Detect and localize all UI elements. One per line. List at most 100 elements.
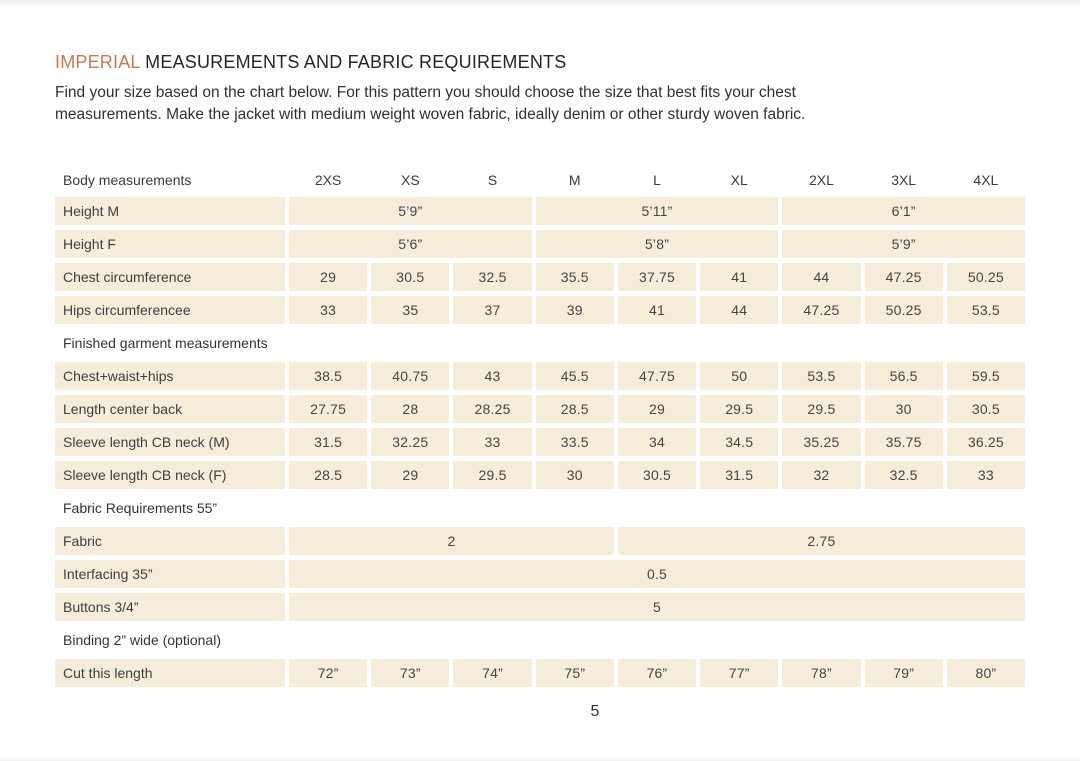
value-cell: 33 xyxy=(289,296,368,324)
value-cell: 37.75 xyxy=(617,263,697,291)
value-cell: 35.5 xyxy=(535,263,614,291)
value-cell: 35 xyxy=(371,296,450,324)
value-cell: 30 xyxy=(864,395,943,423)
intro-paragraph: Find your size based on the chart below.… xyxy=(55,82,1025,126)
page-title-accent: IMPERIAL xyxy=(55,52,140,72)
value-cell: 50.25 xyxy=(946,263,1025,291)
value-cell: 41 xyxy=(617,296,697,324)
value-cell: 47.25 xyxy=(782,296,861,324)
value-cell: 75” xyxy=(535,659,614,687)
row-label: Hips circumferencee xyxy=(55,296,285,324)
value-cell: 33 xyxy=(453,428,532,456)
row-label: Height F xyxy=(55,230,285,258)
value-cell: 32.5 xyxy=(864,461,943,489)
value-cell: 29.5 xyxy=(453,461,532,489)
row-label: Chest+waist+hips xyxy=(55,362,285,390)
intro-line-2: measurements. Make the jacket with mediu… xyxy=(55,106,806,123)
row-label: Chest circumference xyxy=(55,263,285,291)
value-cell: 5’8” xyxy=(535,230,779,258)
value-cell: 37 xyxy=(453,296,532,324)
value-cell: 5’9” xyxy=(289,197,532,225)
value-cell: 5 xyxy=(289,593,1025,621)
page-title: IMPERIAL MEASUREMENTS AND FABRIC REQUIRE… xyxy=(55,52,1025,73)
value-cell: 5’9” xyxy=(782,230,1025,258)
value-cell: 43 xyxy=(453,362,532,390)
row-label: Interfacing 35” xyxy=(55,560,285,588)
value-cell: 2.75 xyxy=(617,527,1025,555)
value-cell: 39 xyxy=(535,296,614,324)
value-cell: 5’11” xyxy=(535,197,779,225)
page-title-rest: MEASUREMENTS AND FABRIC REQUIREMENTS xyxy=(145,52,567,72)
value-cell: 47.25 xyxy=(864,263,943,291)
column-header-size: XS xyxy=(400,172,420,188)
value-cell: 28 xyxy=(371,395,450,423)
value-cell: 27.75 xyxy=(289,395,368,423)
page-edge-bottom xyxy=(0,756,1080,761)
value-cell: 31.5 xyxy=(700,461,779,489)
page-edge-top xyxy=(0,0,1080,7)
value-cell: 33.5 xyxy=(535,428,614,456)
value-cell: 40.75 xyxy=(371,362,450,390)
value-cell: 45.5 xyxy=(535,362,614,390)
section-heading: Finished garment measurements xyxy=(63,335,268,351)
column-header-size: M xyxy=(568,172,581,188)
value-cell: 34.5 xyxy=(700,428,779,456)
value-cell: 47.75 xyxy=(617,362,697,390)
value-cell: 50 xyxy=(700,362,779,390)
value-cell: 79” xyxy=(864,659,943,687)
value-cell: 28.5 xyxy=(289,461,368,489)
value-cell: 28.5 xyxy=(535,395,614,423)
value-cell: 30.5 xyxy=(371,263,450,291)
row-label: Height M xyxy=(55,197,285,225)
row-label: Length center back xyxy=(55,395,285,423)
value-cell: 6’1” xyxy=(782,197,1025,225)
value-cell: 2 xyxy=(289,527,614,555)
value-cell: 41 xyxy=(700,263,779,291)
intro-line-1: Find your size based on the chart below.… xyxy=(55,84,796,101)
column-header-size: 2XS xyxy=(314,172,342,188)
value-cell: 44 xyxy=(700,296,779,324)
column-header-size: S xyxy=(487,172,498,188)
value-cell: 29.5 xyxy=(782,395,861,423)
value-cell: 72” xyxy=(289,659,368,687)
row-label: Fabric xyxy=(55,527,285,555)
value-cell: 5’6” xyxy=(289,230,532,258)
value-cell: 53.5 xyxy=(782,362,861,390)
value-cell: 50.25 xyxy=(864,296,943,324)
column-header-size: L xyxy=(653,172,661,188)
section-heading: Binding 2” wide (optional) xyxy=(63,632,221,648)
value-cell: 56.5 xyxy=(864,362,943,390)
value-cell: 38.5 xyxy=(289,362,368,390)
column-header-size: 3XL xyxy=(891,172,917,188)
section-heading: Fabric Requirements 55” xyxy=(63,500,218,516)
value-cell: 0.5 xyxy=(289,560,1025,588)
value-cell: 44 xyxy=(782,263,861,291)
value-cell: 29 xyxy=(617,395,697,423)
value-cell: 28.25 xyxy=(453,395,532,423)
value-cell: 78” xyxy=(782,659,861,687)
value-cell: 59.5 xyxy=(946,362,1025,390)
value-cell: 29 xyxy=(289,263,368,291)
value-cell: 53.5 xyxy=(946,296,1025,324)
value-cell: 35.25 xyxy=(782,428,861,456)
value-cell: 73” xyxy=(371,659,450,687)
value-cell: 33 xyxy=(946,461,1025,489)
value-cell: 32 xyxy=(782,461,861,489)
column-header-size: 2XL xyxy=(808,172,834,188)
value-cell: 32.5 xyxy=(453,263,532,291)
value-cell: 35.75 xyxy=(864,428,943,456)
value-cell: 74” xyxy=(453,659,532,687)
value-cell: 76” xyxy=(617,659,697,687)
row-label: Sleeve length CB neck (M) xyxy=(55,428,285,456)
value-cell: 77” xyxy=(700,659,779,687)
row-label: Cut this length xyxy=(55,659,285,687)
row-label: Buttons 3/4” xyxy=(55,593,285,621)
value-cell: 36.25 xyxy=(946,428,1025,456)
value-cell: 34 xyxy=(617,428,697,456)
value-cell: 80” xyxy=(946,659,1025,687)
page-content: IMPERIAL MEASUREMENTS AND FABRIC REQUIRE… xyxy=(55,52,1025,720)
value-cell: 31.5 xyxy=(289,428,368,456)
column-header-label: Body measurements xyxy=(63,172,192,188)
column-header-size: 4XL xyxy=(973,172,999,188)
